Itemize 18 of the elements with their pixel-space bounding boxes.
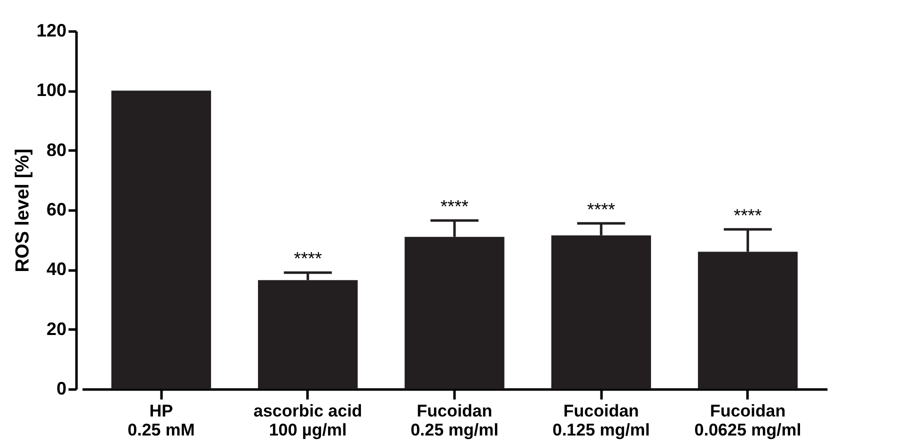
y-tick-label: 0 — [56, 378, 66, 398]
x-tick-label: HP 0.25 mM — [128, 402, 195, 440]
y-tick-label: 20 — [46, 318, 66, 339]
x-tick-label: ascorbic acid 100 µg/ml — [254, 402, 362, 440]
annotation: **** — [294, 248, 322, 269]
y-tick-label: 80 — [46, 140, 66, 160]
y-axis-title: ROS level [%] — [12, 148, 34, 272]
y-tick-label: 100 — [36, 80, 66, 100]
y-tick-label: 60 — [46, 200, 66, 220]
y-tick-label: 120 — [36, 20, 66, 40]
annotation: **** — [440, 196, 469, 216]
y-tick-label: 40 — [46, 259, 66, 280]
x-tick-label: Fucoidan 0.0625 mg/ml — [694, 402, 802, 440]
annotation: **** — [734, 205, 762, 226]
x-tick-label: Fucoidan 0.25 mg/ml — [410, 402, 498, 440]
bar — [111, 90, 212, 389]
annotation: **** — [587, 199, 616, 220]
x-tick-label: Fucoidan 0.125 mg/ml — [552, 402, 650, 440]
